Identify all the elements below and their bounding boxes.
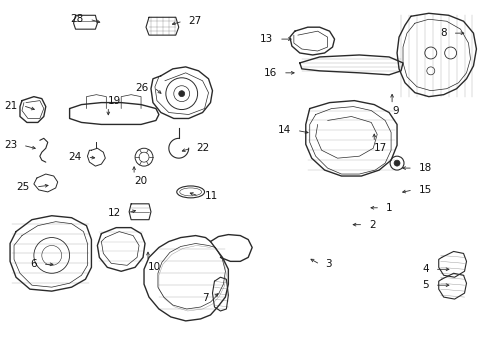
Text: 7: 7: [202, 293, 208, 303]
Circle shape: [179, 91, 184, 96]
Text: 28: 28: [70, 14, 83, 24]
Text: 19: 19: [108, 96, 122, 105]
Text: 2: 2: [368, 220, 375, 230]
Text: 20: 20: [134, 176, 147, 186]
Text: 17: 17: [373, 143, 386, 153]
Text: 25: 25: [17, 182, 30, 192]
Text: 16: 16: [263, 68, 276, 78]
Text: 21: 21: [4, 100, 17, 111]
Text: 5: 5: [421, 280, 428, 290]
Text: 13: 13: [259, 34, 272, 44]
Circle shape: [393, 160, 399, 166]
Text: 12: 12: [108, 208, 121, 218]
Text: 4: 4: [421, 264, 428, 274]
Text: 9: 9: [391, 105, 398, 116]
Text: 6: 6: [30, 259, 37, 269]
Text: 8: 8: [439, 28, 446, 38]
Text: 15: 15: [418, 185, 431, 195]
Text: 27: 27: [188, 16, 202, 26]
Text: 26: 26: [136, 83, 149, 93]
Text: 22: 22: [196, 143, 209, 153]
Text: 14: 14: [277, 125, 290, 135]
Text: 10: 10: [148, 262, 161, 272]
Text: 1: 1: [386, 203, 392, 213]
Text: 3: 3: [325, 259, 331, 269]
Text: 11: 11: [204, 191, 217, 201]
Text: 18: 18: [418, 163, 431, 173]
Text: 23: 23: [4, 140, 17, 150]
Text: 24: 24: [68, 152, 81, 162]
